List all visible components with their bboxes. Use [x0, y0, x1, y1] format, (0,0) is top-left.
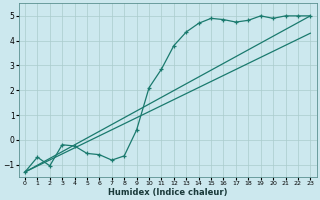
- X-axis label: Humidex (Indice chaleur): Humidex (Indice chaleur): [108, 188, 228, 197]
